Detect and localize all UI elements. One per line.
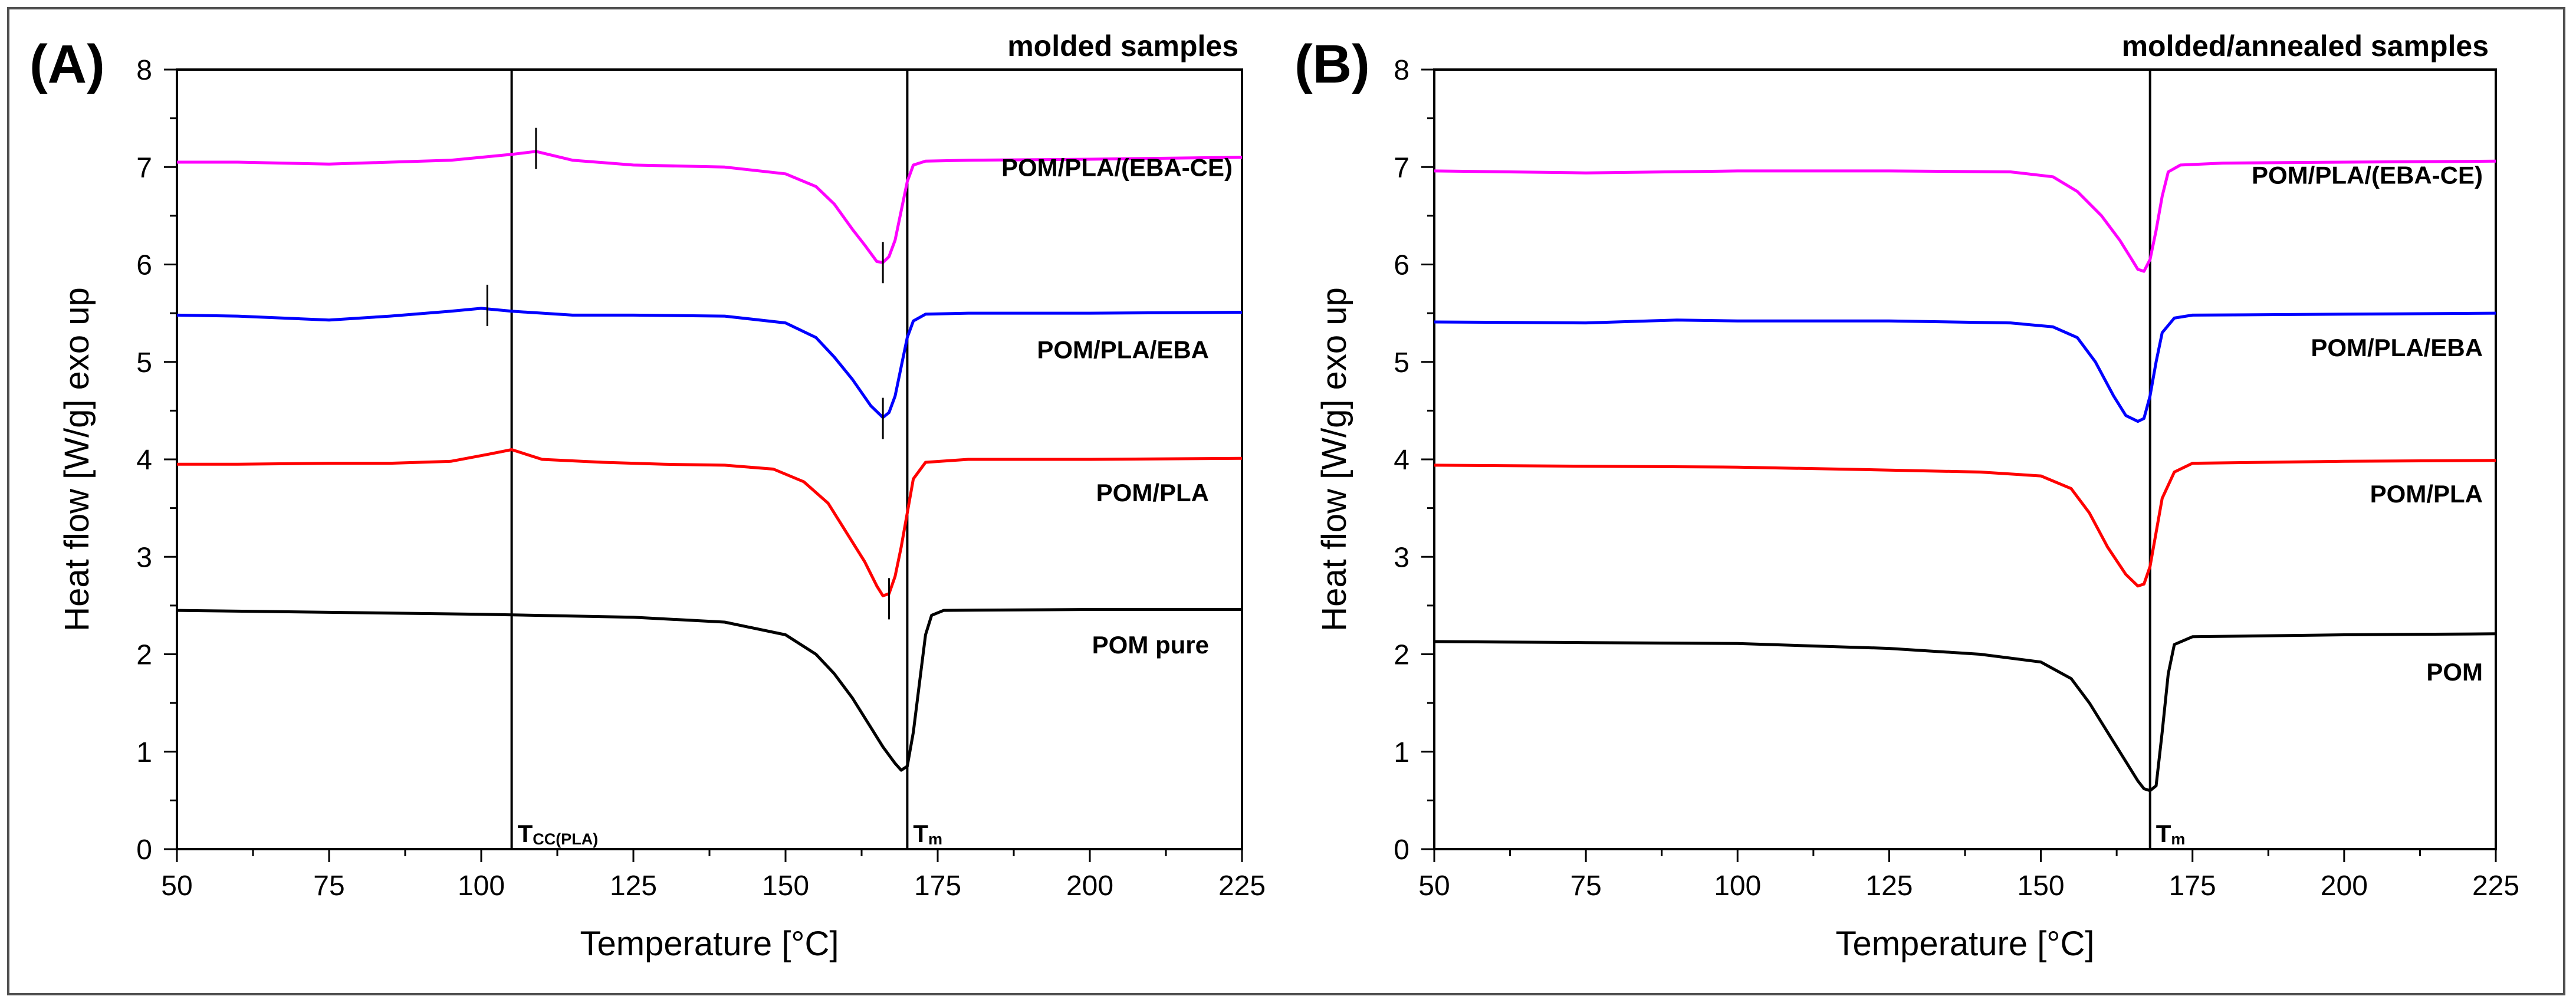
y-tick-label: 6 (1394, 250, 1409, 281)
y-tick-label: 8 (136, 55, 152, 86)
series-label: POM/PLA (2370, 480, 2483, 508)
y-tick-label: 4 (136, 445, 152, 476)
y-tick-label: 3 (136, 542, 152, 573)
series-line-pom-pla (1434, 459, 2496, 588)
panel-title: molded/annealed samples (2122, 29, 2489, 63)
series-line-pom-pla-eba-ce (177, 150, 1243, 264)
x-tick-label: 225 (2472, 870, 2519, 902)
series-label: POM/PLA/(EBA-CE) (2252, 161, 2483, 189)
x-tick-label: 200 (1066, 870, 1113, 902)
y-tick-label: 7 (136, 152, 152, 183)
x-tick-label: 50 (1418, 870, 1450, 902)
chart-panel-b: 50 75 100 125 150 175 200 225 0 1 2 3 4 5 6 7 8 Temperatu… (1294, 29, 2519, 963)
x-tick-label: 100 (458, 870, 505, 902)
vertical-marker-label: Tm (913, 820, 942, 848)
vertical-marker-label: TCC(PLA) (518, 820, 599, 848)
x-tick-label: 125 (610, 870, 657, 902)
x-tick-label: 125 (1865, 870, 1913, 902)
panel-label: (B) (1294, 34, 1370, 94)
chart-panel-a: 50 75 100 125 150 175 200 225 0 1 2 3 4 5 6 7 8 Temperatu… (29, 29, 1266, 963)
vertical-marker-label: Tm (2156, 820, 2186, 848)
x-tick-label: 150 (2018, 870, 2065, 902)
series-line-pom-pure (176, 608, 1242, 772)
x-tick-label: 150 (762, 870, 809, 902)
series-line-pom-pla-eba-ce (1434, 159, 2496, 273)
x-tick-label: 225 (1218, 870, 1266, 902)
series-label: POM/PLA/(EBA-CE) (1001, 153, 1233, 181)
y-tick-label: 5 (1394, 347, 1409, 379)
figure-frame (7, 7, 2565, 995)
y-tick-label: 4 (1394, 445, 1409, 476)
y-tick-label: 1 (1394, 737, 1409, 768)
series-line-pom-pla-eba (176, 307, 1243, 419)
y-tick-label: 7 (1394, 152, 1409, 183)
series-line-pom (1434, 632, 2496, 793)
panel-label: (A) (29, 34, 105, 94)
y-axis-title: Heat flow [W/g] exo up (1315, 287, 1353, 631)
x-tick-label: 175 (914, 870, 961, 902)
x-tick-label: 75 (1570, 870, 1601, 902)
y-tick-label: 2 (136, 640, 152, 671)
x-tick-label: 175 (2169, 870, 2216, 902)
y-tick-label: 0 (136, 834, 152, 866)
series-label: POM/PLA/EBA (2311, 334, 2483, 361)
series-label: POM/PLA/EBA (1037, 336, 1209, 363)
series-line-pom-pla (177, 448, 1243, 597)
series-line-pom-pla-eba (1434, 311, 2496, 423)
y-tick-label: 2 (1394, 640, 1409, 671)
series-label: POM pure (1092, 631, 1209, 659)
x-axis-title: Temperature [°C] (580, 925, 839, 963)
x-tick-label: 100 (1714, 870, 1761, 902)
y-tick-label: 3 (1394, 542, 1409, 573)
x-tick-label: 75 (313, 870, 344, 902)
y-tick-label: 0 (1394, 834, 1409, 866)
x-tick-label: 200 (2321, 870, 2368, 902)
x-axis-title: Temperature [°C] (1835, 925, 2094, 963)
series-label: POM/PLA (1096, 479, 1209, 507)
panel-title: molded samples (1007, 29, 1238, 63)
y-tick-label: 8 (1394, 55, 1409, 86)
y-axis-title: Heat flow [W/g] exo up (58, 287, 96, 631)
y-tick-label: 1 (136, 737, 152, 768)
y-tick-label: 5 (136, 347, 152, 379)
series-label: POM (2426, 658, 2483, 686)
y-tick-label: 6 (136, 250, 152, 281)
x-tick-label: 50 (161, 870, 192, 902)
